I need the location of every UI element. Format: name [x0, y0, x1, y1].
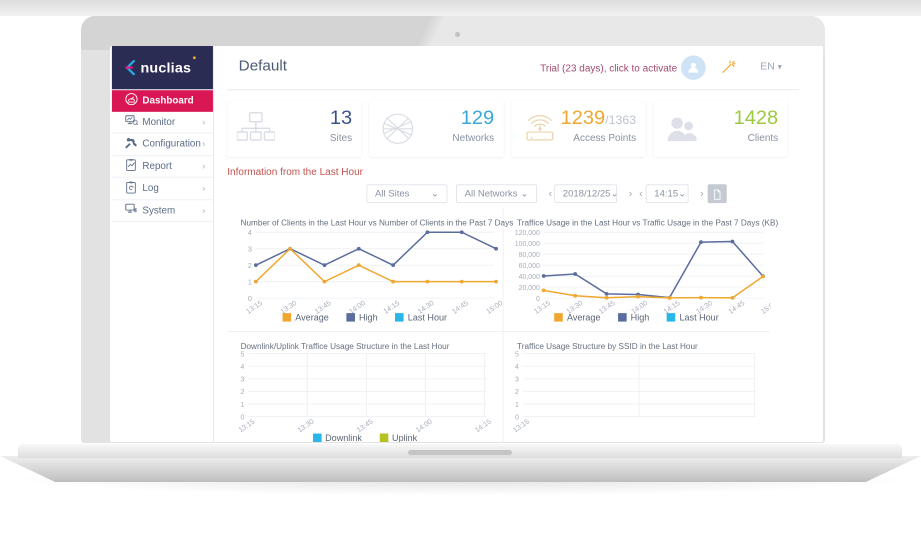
svg-text:100,000: 100,000: [515, 241, 540, 248]
svg-text:4: 4: [515, 364, 519, 371]
svg-text:3: 3: [248, 245, 252, 254]
svg-text:0: 0: [515, 414, 519, 421]
svg-text:2: 2: [241, 389, 245, 396]
svg-text:4: 4: [241, 364, 245, 371]
svg-text:0: 0: [241, 414, 245, 421]
svg-text:3: 3: [241, 377, 245, 384]
svg-text:3: 3: [515, 377, 519, 384]
svg-text:20,000: 20,000: [519, 285, 540, 292]
svg-text:1: 1: [248, 277, 252, 286]
svg-text:1: 1: [515, 402, 519, 409]
svg-text:60,000: 60,000: [519, 263, 540, 270]
svg-text:80,000: 80,000: [519, 252, 540, 259]
svg-text:2: 2: [248, 261, 252, 270]
svg-text:40,000: 40,000: [519, 274, 540, 281]
svg-text:2: 2: [515, 389, 519, 396]
svg-text:1: 1: [241, 402, 245, 409]
svg-text:5: 5: [241, 351, 245, 358]
svg-text:0: 0: [536, 296, 540, 303]
svg-text:120,000: 120,000: [515, 230, 540, 237]
svg-text:0: 0: [248, 294, 252, 303]
svg-text:5: 5: [515, 351, 519, 358]
svg-text:4: 4: [248, 228, 252, 237]
